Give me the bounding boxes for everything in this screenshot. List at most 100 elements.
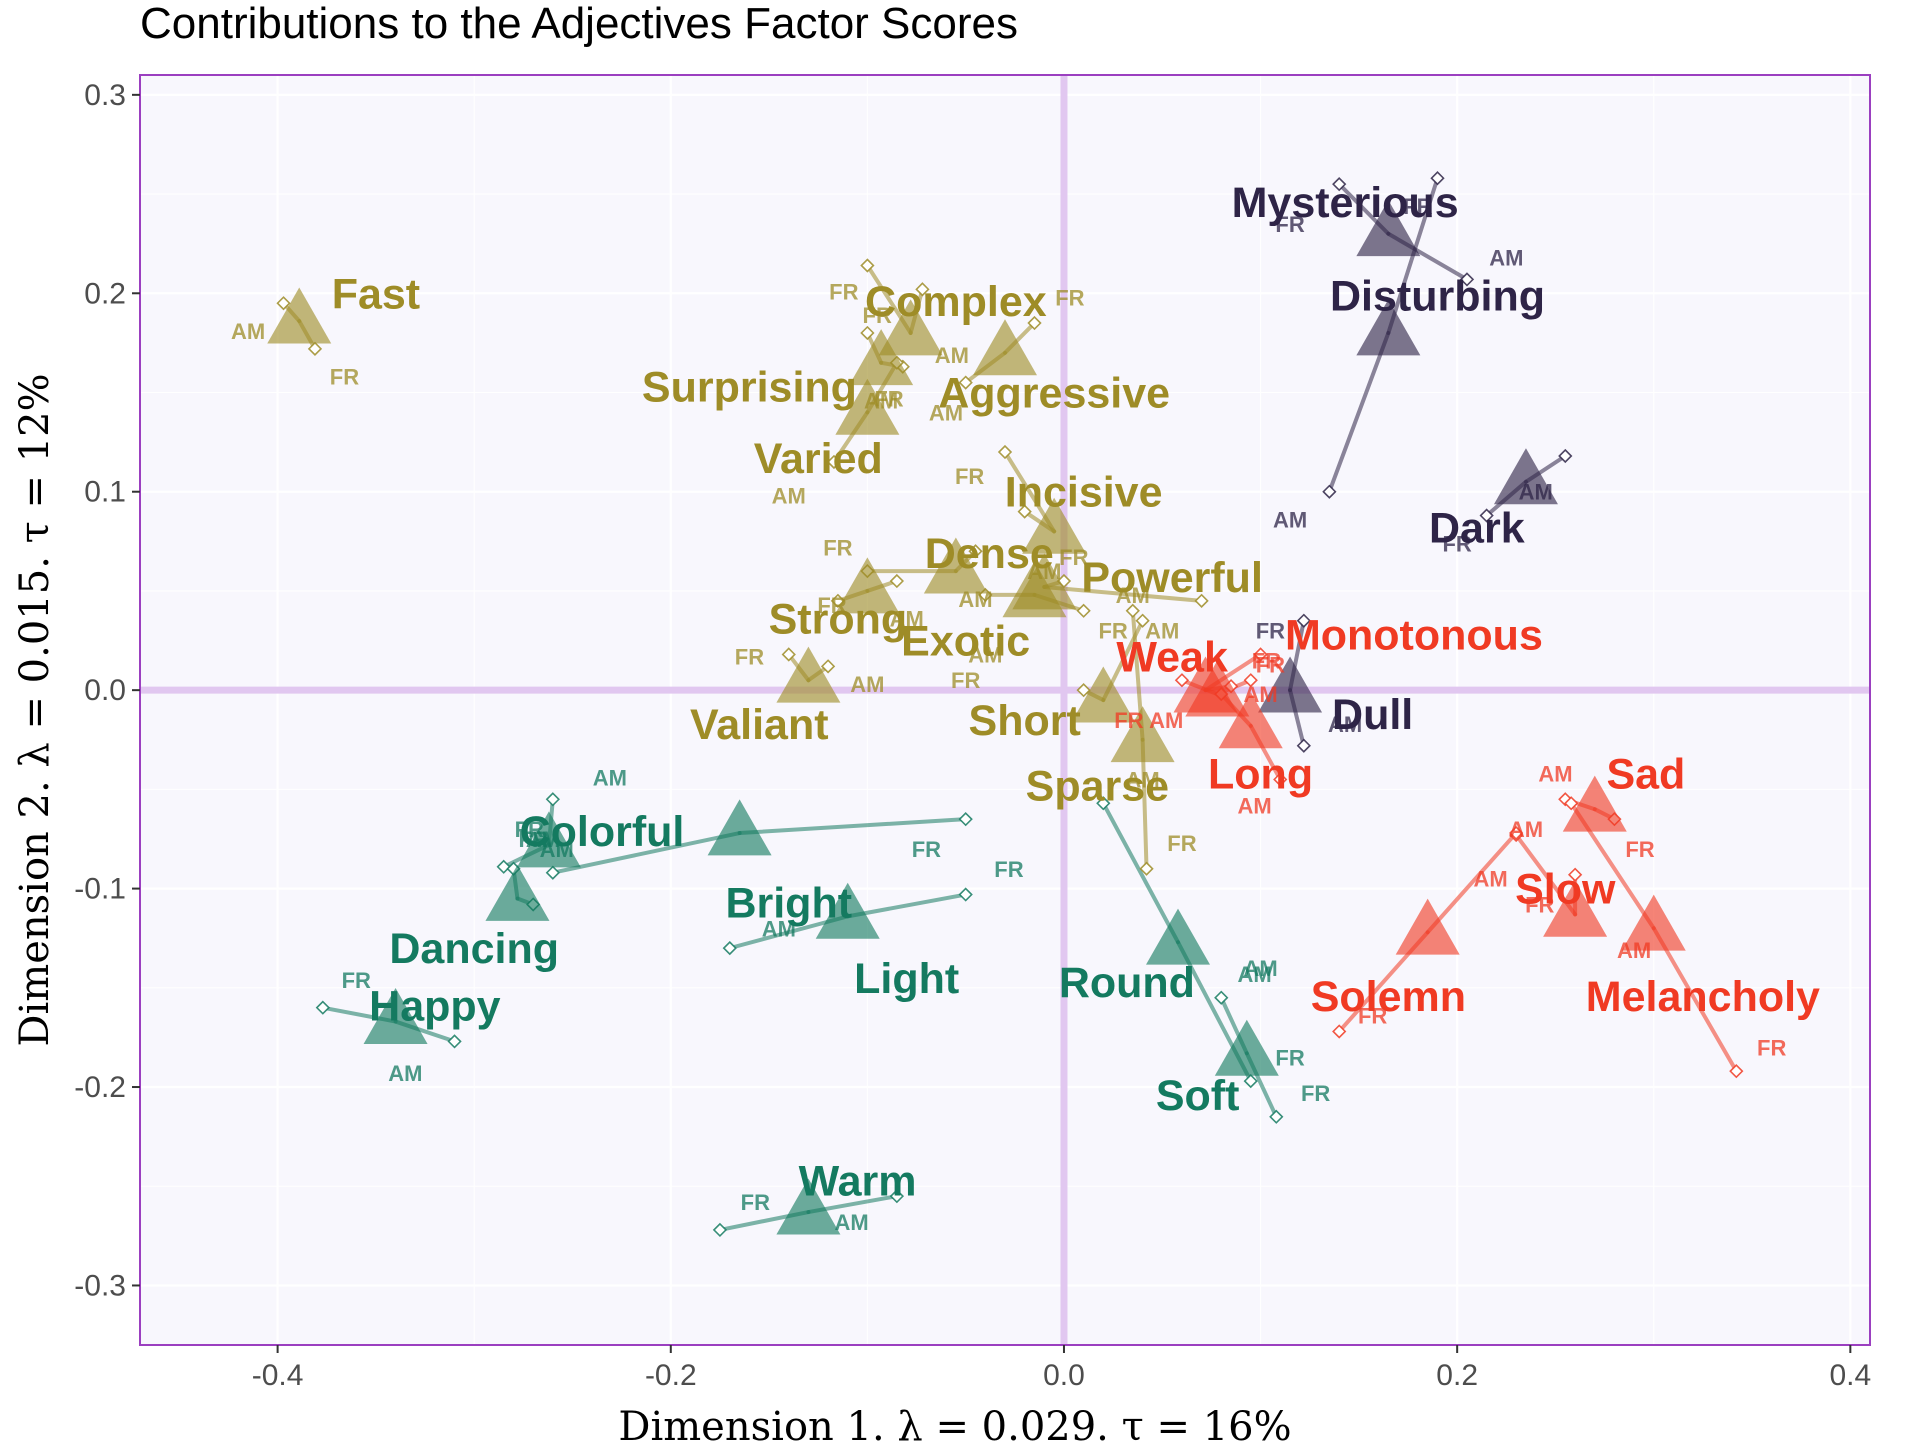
- point-label-soft: Soft: [1156, 1072, 1240, 1120]
- diamond-am-aggressive: [958, 375, 973, 390]
- point-label-surprising: Surprising: [642, 364, 857, 412]
- diamond-am-short: [1135, 613, 1150, 628]
- diamond-fr-valiant: [781, 647, 796, 662]
- plot-panel: [140, 75, 1870, 1345]
- point-label-slow: Slow: [1515, 866, 1616, 914]
- group-label-fr-solemn: FR: [1358, 1004, 1387, 1029]
- diamond-fr-complex: [860, 258, 875, 273]
- diamond-fr-bright: [958, 812, 973, 827]
- diamond-am-light: [722, 940, 737, 956]
- group-label-fr-monotonous: FR: [1252, 648, 1281, 673]
- group-label-fr-soft: FR: [1301, 1081, 1330, 1106]
- group-label-fr-round: FR: [1275, 1045, 1304, 1070]
- y-axis-ticks: -0.3 -0.2 -0.1 0.0 0.1 0.2 0.3: [74, 79, 140, 1302]
- group-label-am-warm: AM: [835, 1210, 869, 1235]
- group-labels-layer: AM FR AM FR AM FR AM FR AM FR AM FR AM FR AM FR AM FR AM FR…: [231, 194, 1786, 1235]
- diamond-fr-short: [1076, 683, 1091, 698]
- group-label-am-melancholy: AM: [1617, 938, 1651, 963]
- group-label-am-weak: AM: [1149, 708, 1183, 733]
- diamond-am-disturbing: [1322, 484, 1337, 499]
- diamond-am-dull: [1296, 738, 1311, 753]
- group-label-am-sparse: AM: [1126, 767, 1160, 792]
- group-label-am-dull: AM: [1328, 712, 1362, 737]
- diamond-am-valiant: [820, 659, 836, 674]
- group-label-fr-fast: FR: [330, 365, 359, 390]
- triangle-exotic: [1002, 561, 1067, 618]
- group-label-am-strong: AM: [890, 607, 924, 632]
- triangle-complex: [878, 299, 943, 356]
- diamond-fr-happy: [315, 1000, 330, 1015]
- group-label-fr-valiant: FR: [735, 644, 764, 669]
- group-label-fr-varied: FR: [874, 386, 903, 411]
- triangle-happy: [363, 987, 428, 1044]
- point-label-sparse: Sparse: [1026, 762, 1169, 810]
- segment-fr-melancholy: [1651, 926, 1739, 1074]
- diamond-fr-dark: [1479, 508, 1494, 523]
- group-label-fr-dull: FR: [1256, 619, 1285, 644]
- diamond-fr-light: [958, 887, 973, 902]
- group-label-am-slow: AM: [1473, 867, 1507, 892]
- point-label-valiant: Valiant: [690, 701, 829, 749]
- diamond-fr-sparse: [1139, 861, 1154, 876]
- triangle-sad: [1562, 775, 1627, 832]
- x-axis-title: Dimension 1. λ = 0.029. τ = 16%: [618, 1404, 1291, 1447]
- point-label-light: Light: [854, 955, 959, 1003]
- triangle-varied: [835, 378, 900, 435]
- group-label-fr-aggressive: FR: [1055, 285, 1084, 310]
- point-label-melancholy: Melancholy: [1586, 973, 1820, 1021]
- triangle-colorful: [516, 811, 581, 868]
- y-axis-title: Dimension 2. λ = 0.015. τ = 12%: [12, 373, 58, 1046]
- segment-am-bright: [550, 831, 742, 875]
- segment-fr-powerful: [1042, 584, 1204, 603]
- triangle-strong: [835, 557, 900, 614]
- point-labels-layer: Fast Complex Aggressive Surprising Varied Inc…: [332, 179, 1820, 1205]
- triangle-warm: [776, 1178, 841, 1235]
- point-label-fast: Fast: [332, 270, 420, 318]
- group-label-fr-dense: FR: [823, 535, 852, 560]
- group-label-am-sad: AM: [1538, 762, 1572, 787]
- triangle-incisive: [1022, 497, 1087, 554]
- diamond-am-sparse: [1125, 603, 1140, 618]
- group-label-fr-powerful: FR: [1059, 545, 1088, 570]
- x-tick-label: -0.4: [252, 1359, 304, 1392]
- group-label-am-long: AM: [1238, 793, 1272, 818]
- group-label-am-happy: AM: [388, 1061, 422, 1086]
- group-label-am-fast: AM: [231, 319, 265, 344]
- group-label-fr-slow: FR: [1525, 892, 1554, 917]
- segment-am-round: [1101, 801, 1180, 945]
- y-tick-label: 0.2: [84, 277, 126, 310]
- group-label-fr-sparse: FR: [1167, 831, 1196, 856]
- point-label-varied: Varied: [754, 435, 883, 483]
- point-label-short: Short: [969, 697, 1081, 745]
- x-tick-label: -0.2: [645, 1359, 697, 1392]
- group-label-fr-complex: FR: [829, 279, 858, 304]
- point-label-warm: Warm: [799, 1157, 917, 1205]
- group-label-am-aggressive: AM: [929, 400, 963, 425]
- diamond-fr-dull: [1296, 613, 1311, 628]
- x-axis-ticks: -0.4 -0.2 0.0 0.2 0.4: [252, 1345, 1871, 1392]
- point-label-happy: Happy: [369, 983, 501, 1031]
- group-label-am-soft: AM: [1238, 962, 1272, 987]
- triangle-dull: [1258, 656, 1323, 713]
- diamond-am-happy: [447, 1034, 462, 1049]
- triangle-fast: [267, 287, 332, 344]
- triangle-short: [1071, 666, 1136, 723]
- diamond-fr-incisive: [997, 444, 1013, 460]
- y-tick-label: 0.3: [84, 79, 126, 112]
- triangle-aggressive: [973, 319, 1037, 376]
- group-label-am-varied: AM: [772, 484, 806, 509]
- group-label-am-short: AM: [1145, 619, 1179, 644]
- diamond-fr-warm: [712, 1222, 728, 1238]
- triangle-bright: [707, 799, 772, 856]
- group-label-am-round: AM: [1243, 956, 1277, 981]
- triangle-light: [815, 882, 880, 939]
- triangle-melancholy: [1621, 894, 1686, 951]
- y-tick-label: -0.1: [74, 873, 126, 906]
- point-label-dull: Dull: [1332, 691, 1413, 739]
- diamond-fr-soft: [1269, 1109, 1284, 1124]
- plot-frame: [139, 74, 1871, 1346]
- group-label-am-powerful: AM: [1116, 583, 1150, 608]
- point-label-sad: Sad: [1606, 751, 1685, 799]
- triangle-soft: [1214, 1019, 1279, 1076]
- point-label-weak: Weak: [1116, 633, 1228, 681]
